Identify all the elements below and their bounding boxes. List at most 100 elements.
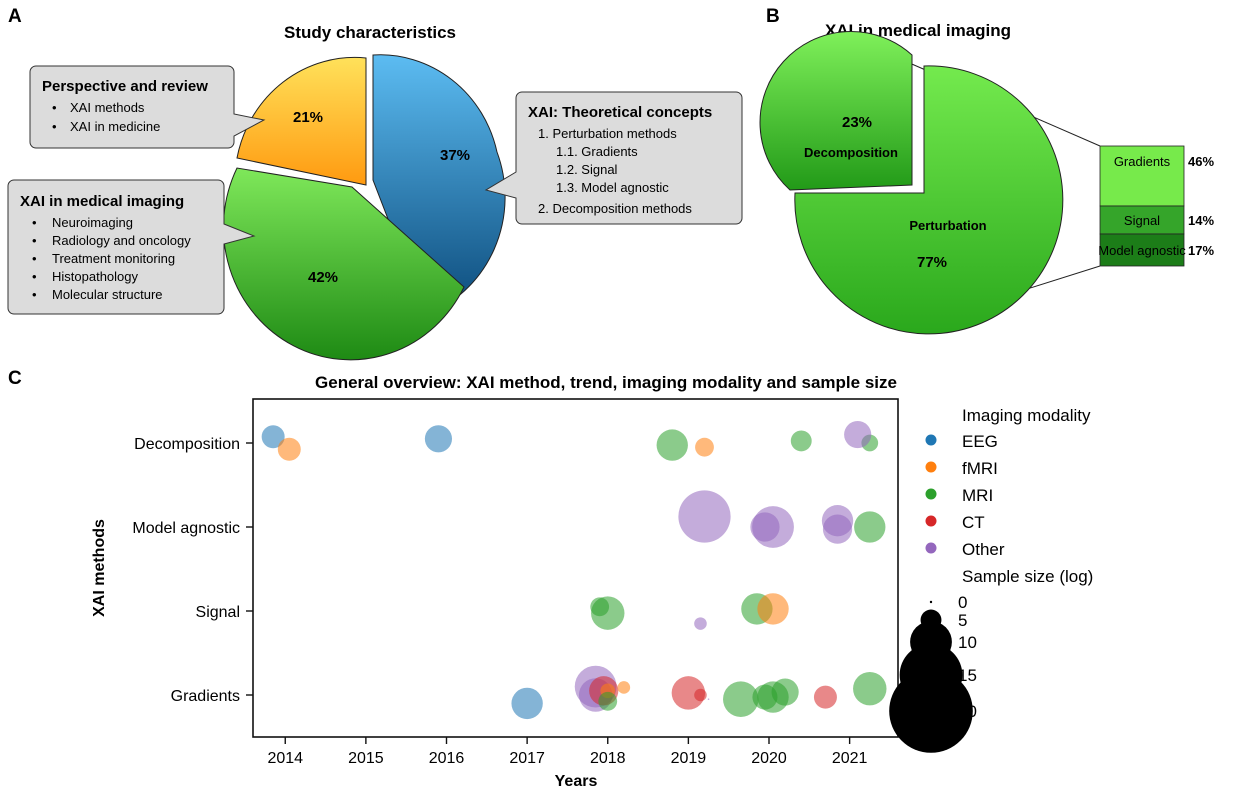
callout-perspective-bullet: •: [52, 100, 57, 115]
x-tick-label: 2016: [429, 750, 465, 767]
callout-imaging-bullet: •: [32, 269, 37, 284]
callout-theory-item: 1.1. Gradients: [556, 144, 638, 159]
data-point: [694, 617, 707, 630]
y-tick-label: Decomposition: [134, 436, 240, 453]
callout-perspective-bullet: •: [52, 119, 57, 134]
callout-imaging-bullet: •: [32, 251, 37, 266]
panel-c-letter: C: [8, 368, 22, 389]
data-point: [277, 437, 301, 461]
slice-theoretical-label: 37%: [440, 147, 470, 164]
data-point: [813, 685, 837, 709]
legend-size-label: 20: [958, 702, 977, 721]
callout-perspective-item: XAI in medicine: [70, 119, 160, 134]
x-tick-label: 2018: [590, 750, 626, 767]
panel-b-letter: B: [766, 6, 780, 27]
callout-perspective: [29, 65, 266, 149]
y-tick-label: Gradients: [171, 688, 240, 705]
data-point: [752, 506, 794, 548]
callout-imaging-item: Radiology and oncology: [52, 233, 191, 248]
legend-modality-title: Imaging modality: [962, 406, 1091, 425]
callout-imaging-item: Histopathology: [52, 269, 138, 284]
data-point: [790, 430, 812, 452]
scatter-frame: [252, 398, 899, 738]
legend-modality-marker: [925, 434, 937, 446]
scatter-ylabel: XAI methods: [91, 519, 108, 617]
callout-theory-list: 1. Perturbation methods 1.1. Gradients 1…: [538, 126, 692, 216]
data-point: [591, 596, 625, 630]
breakdown-model-agnostic: [1099, 233, 1185, 267]
callout-theory-item: 1.2. Signal: [556, 162, 618, 177]
callout-perspective-item: XAI methods: [70, 100, 145, 115]
legend-size-label: 5: [958, 611, 967, 630]
breakdown-signal-label: Signal: [1124, 213, 1160, 228]
legend-size-title: Sample size (log): [962, 567, 1093, 586]
legend-modality-label: Other: [962, 540, 1005, 559]
legend-modality-label: EEG: [962, 432, 998, 451]
legend-size-marker: [889, 669, 973, 753]
x-tick-label: 2017: [509, 750, 545, 767]
breakdown-model-agnostic-label: Model agnostic: [1098, 243, 1186, 258]
breakdown-model-agnostic-pct: 17%: [1188, 243, 1214, 258]
data-point: [678, 490, 731, 543]
legend-size-label: 0: [958, 593, 967, 612]
data-point: [694, 688, 707, 702]
x-tick-label: 2015: [348, 750, 384, 767]
legend-modality-label: MRI: [962, 486, 993, 505]
slice-perspective-label: 21%: [293, 109, 323, 126]
callout-theory-item: 2. Decomposition methods: [538, 201, 692, 216]
callout-theory-title: XAI: Theoretical concepts: [528, 104, 712, 121]
callout-theory-item: 1. Perturbation methods: [538, 126, 677, 141]
legend-modality-marker: [925, 461, 937, 473]
data-point: [723, 681, 759, 717]
x-tick-label: 2021: [832, 750, 868, 767]
breakdown-gradients-label: Gradients: [1114, 154, 1171, 169]
data-point: [707, 698, 710, 700]
data-point: [511, 687, 543, 720]
scatter-title: General overview: XAI method, trend, ima…: [315, 373, 897, 392]
slice-decomposition-name: Decomposition: [804, 145, 898, 160]
callout-imaging: [7, 179, 256, 315]
data-point: [598, 691, 618, 711]
slice-perturbation-pct: 77%: [917, 254, 947, 271]
breakdown-signal-pct: 14%: [1188, 213, 1214, 228]
x-tick-label: 2020: [751, 750, 787, 767]
slice-perturbation-name: Perturbation: [909, 218, 986, 233]
legend-modality-label: CT: [962, 513, 985, 532]
callout-imaging-list: • Neuroimaging • Radiology and oncology …: [32, 215, 191, 302]
y-tick-label: Model agnostic: [132, 520, 240, 537]
data-point: [261, 425, 285, 449]
callout-imaging-title: XAI in medical imaging: [20, 193, 184, 210]
callout-perspective-title: Perspective and review: [42, 78, 208, 95]
data-point: [656, 429, 688, 461]
legend-modality-label: fMRI: [962, 459, 998, 478]
slice-decomposition-pct: 23%: [842, 114, 872, 131]
callout-imaging-bullet: •: [32, 215, 37, 230]
x-tick-label: 2014: [267, 750, 303, 767]
legend-modality-marker: [925, 542, 937, 554]
legend-modality-marker: [925, 488, 937, 500]
y-tick-label: Signal: [196, 604, 240, 621]
callout-theory: [484, 91, 743, 225]
x-tick-label: 2019: [671, 750, 707, 767]
data-point: [757, 593, 789, 625]
slice-imaging-label: 42%: [308, 269, 338, 286]
legend-size-label: 15: [958, 666, 977, 685]
legend-size-label: 10: [958, 633, 977, 652]
slice-perturbation: [794, 65, 1064, 335]
callout-imaging-bullet: •: [32, 233, 37, 248]
data-point: [822, 514, 853, 544]
scatter-legend: Imaging modality Sample size (log) EEG fM…: [889, 406, 1093, 753]
data-point: [617, 681, 631, 694]
data-point: [853, 671, 887, 706]
callout-imaging-item: Neuroimaging: [52, 215, 133, 230]
scatter-xlabel: Years: [555, 773, 598, 789]
scatter-axes: 2014 2015 2016 2017 2018 2019 2020 2021 Decompos…: [132, 436, 867, 767]
callout-theory-item: 1.3. Model agnostic: [556, 180, 669, 195]
callout-imaging-item: Molecular structure: [52, 287, 163, 302]
slice-perspective: [236, 56, 367, 186]
data-point: [771, 678, 799, 706]
legend-modality-marker: [925, 515, 937, 527]
data-point: [695, 437, 714, 457]
data-point: [424, 425, 453, 453]
